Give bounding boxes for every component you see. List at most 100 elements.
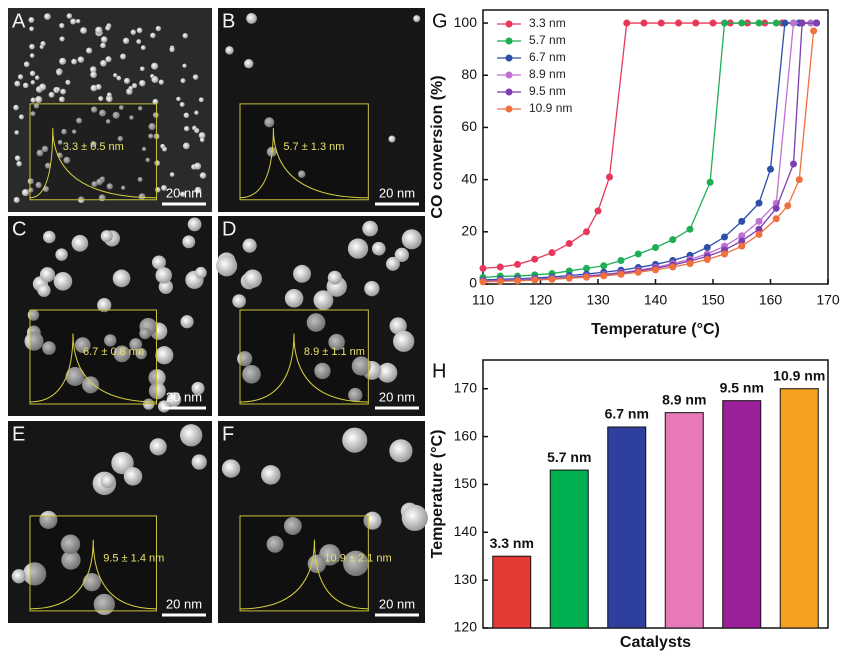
bar-label: 10.9 nm <box>773 367 825 383</box>
scale-label: 20 nm <box>166 596 202 611</box>
histogram-inset <box>239 103 369 201</box>
particle <box>138 106 143 111</box>
data-point <box>721 19 728 27</box>
data-point <box>738 237 746 245</box>
microscopy-panels: A 3.3 ± 0.5 nm 20 nm B 5.7 ± 1.3 nm 20 nm C 6.7… <box>8 8 428 623</box>
size-label: 9.5 ± 1.4 nm <box>103 553 164 565</box>
particle <box>194 110 199 115</box>
particle <box>264 117 275 128</box>
particle <box>76 117 83 124</box>
particle <box>194 186 202 194</box>
particle <box>29 70 36 77</box>
y-tick-label: 80 <box>461 66 477 82</box>
particle <box>342 427 368 453</box>
particle <box>389 439 413 463</box>
data-point <box>755 230 763 238</box>
particle <box>21 188 29 197</box>
particle <box>75 18 81 24</box>
legend-marker <box>505 71 513 79</box>
particle <box>95 84 102 90</box>
x-axis-label: Catalysts <box>620 634 691 651</box>
y-tick-label: 100 <box>454 14 478 30</box>
particle <box>18 114 24 120</box>
particle <box>139 66 145 72</box>
data-point <box>692 19 700 27</box>
particle <box>80 27 87 34</box>
particle <box>39 267 56 283</box>
particle <box>37 283 51 297</box>
particle <box>137 177 143 182</box>
particle <box>160 143 166 149</box>
particle <box>13 196 20 203</box>
particle <box>183 112 190 119</box>
particle <box>232 294 246 308</box>
data-point <box>600 272 608 280</box>
bar <box>779 388 819 629</box>
panel-letter: B <box>222 10 235 32</box>
data-point <box>600 262 608 270</box>
particle <box>327 270 342 285</box>
y-axis-label: CO conversion (%) <box>429 75 446 218</box>
data-point <box>548 275 556 283</box>
particle <box>39 510 58 529</box>
particle <box>57 139 63 145</box>
particle <box>225 46 234 55</box>
particle <box>45 162 51 169</box>
data-point <box>767 165 774 173</box>
particle <box>65 79 71 85</box>
particle <box>152 112 159 119</box>
particle <box>30 80 36 85</box>
particle <box>30 111 36 117</box>
x-tick-label: 110 <box>472 292 495 308</box>
particle <box>105 56 112 63</box>
data-point <box>772 204 780 212</box>
particle <box>192 74 199 80</box>
fit-curve <box>29 127 157 199</box>
legend-label: 8.9 nm <box>529 67 566 81</box>
data-point <box>623 19 631 27</box>
y-tick-label: 130 <box>454 571 478 587</box>
scale-label: 20 nm <box>379 596 415 611</box>
particle <box>129 338 143 351</box>
size-label: 5.7 ± 1.3 nm <box>283 141 344 153</box>
data-point <box>669 236 677 244</box>
data-point <box>755 217 763 225</box>
y-tick-label: 170 <box>454 379 478 395</box>
particle <box>187 217 202 232</box>
particle <box>182 235 196 249</box>
particle <box>180 78 186 84</box>
particle <box>182 33 188 39</box>
particle <box>195 266 207 279</box>
legend-marker <box>505 88 513 96</box>
data-point <box>531 255 539 263</box>
particle <box>266 535 284 553</box>
data-point <box>738 242 746 250</box>
particle <box>343 550 369 577</box>
particle <box>393 330 415 352</box>
particle <box>112 111 120 119</box>
data-point <box>606 173 613 181</box>
particle <box>42 341 56 355</box>
bar <box>492 555 532 629</box>
particle <box>155 267 172 284</box>
particle <box>55 248 68 261</box>
data-point <box>721 233 728 241</box>
data-point <box>738 232 746 240</box>
particle <box>136 27 143 34</box>
bar-label: 9.5 nm <box>720 379 764 395</box>
particle <box>55 87 61 92</box>
particle <box>14 130 19 135</box>
particle <box>43 230 56 244</box>
data-point <box>479 264 487 272</box>
histogram-inset <box>29 515 157 612</box>
particle <box>182 63 187 68</box>
data-point <box>652 266 659 274</box>
data-point <box>496 277 504 285</box>
particle <box>33 103 40 109</box>
particle <box>106 96 113 103</box>
plot-frame <box>482 359 829 629</box>
particle <box>82 573 101 592</box>
bar-label: 3.3 nm <box>490 535 534 551</box>
particle <box>192 125 197 131</box>
particle <box>56 70 62 76</box>
